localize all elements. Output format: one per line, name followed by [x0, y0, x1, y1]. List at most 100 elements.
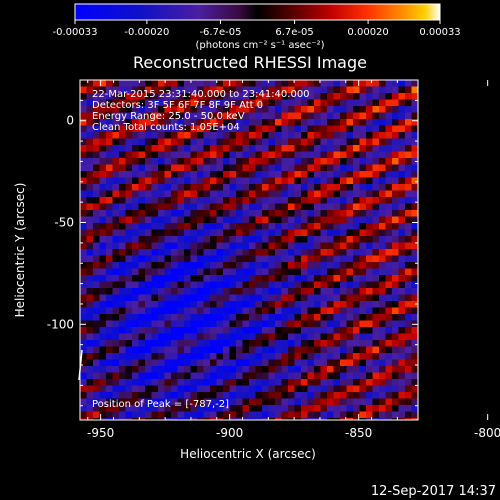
heatmap-cell — [405, 249, 412, 256]
heatmap-cell — [340, 314, 347, 321]
heatmap-cell — [359, 359, 367, 367]
heatmap-cell — [366, 255, 373, 263]
heatmap-cell — [119, 372, 126, 380]
heatmap-cell — [125, 411, 133, 419]
heatmap-cell — [288, 164, 295, 172]
heatmap-cell — [275, 359, 282, 367]
heatmap-cell — [216, 164, 224, 172]
heatmap-cell — [106, 125, 113, 133]
heatmap-cell — [171, 275, 178, 282]
heatmap-cell — [203, 372, 211, 380]
heatmap-cell — [80, 366, 87, 373]
heatmap-cell — [346, 125, 354, 133]
heatmap-cell — [177, 164, 185, 172]
heatmap-cell — [398, 405, 406, 412]
heatmap-cell — [392, 106, 399, 113]
heatmap-cell — [249, 138, 256, 146]
heatmap-cell — [411, 99, 418, 107]
heatmap-cell — [327, 86, 334, 94]
heatmap-cell — [359, 138, 367, 146]
heatmap-cell — [333, 229, 341, 237]
heatmap-cell — [106, 372, 113, 380]
heatmap-cell — [145, 314, 152, 321]
heatmap-cell — [203, 281, 211, 289]
heatmap-cell — [327, 379, 334, 386]
heatmap-cell — [119, 210, 126, 217]
heatmap-cell — [314, 268, 321, 276]
heatmap-cell — [151, 184, 159, 191]
heatmap-cell — [307, 359, 315, 367]
heatmap-cell — [151, 216, 159, 224]
heatmap-cell — [99, 229, 107, 237]
heatmap-cell — [99, 359, 107, 367]
heatmap-cell — [210, 255, 217, 263]
heatmap-cell — [288, 145, 295, 152]
heatmap-cell — [242, 93, 250, 100]
heatmap-cell — [132, 268, 139, 276]
heatmap-cell — [236, 301, 243, 308]
heatmap-cell — [99, 80, 107, 87]
heatmap-cell — [145, 203, 152, 211]
heatmap-cell — [177, 301, 185, 308]
heatmap-cell — [151, 346, 159, 354]
heatmap-cell — [398, 268, 406, 276]
heatmap-cell — [255, 93, 263, 100]
heatmap-cell — [190, 262, 198, 269]
heatmap-cell — [353, 203, 360, 211]
heatmap-cell — [125, 132, 133, 139]
heatmap-cell — [190, 177, 198, 185]
heatmap-cell — [86, 268, 94, 276]
heatmap-cell — [190, 405, 198, 412]
heatmap-cell — [366, 177, 373, 185]
heatmap-cell — [333, 359, 341, 367]
heatmap-cell — [411, 275, 418, 282]
heatmap-cell — [268, 255, 276, 263]
heatmap-cell — [372, 190, 380, 198]
heatmap-cell — [301, 151, 308, 159]
heatmap-cell — [275, 203, 282, 211]
heatmap-cell — [411, 112, 418, 120]
heatmap-cell — [145, 216, 152, 224]
heatmap-cell — [151, 125, 159, 133]
heatmap-cell — [314, 145, 321, 152]
heatmap-cell — [281, 106, 289, 113]
heatmap-cell — [366, 353, 373, 360]
heatmap-cell — [229, 262, 237, 269]
heatmap-cell — [145, 275, 152, 282]
heatmap-cell — [249, 366, 256, 373]
heatmap-cell — [145, 366, 152, 373]
heatmap-cell — [398, 190, 406, 198]
heatmap-cell — [301, 366, 308, 373]
heatmap-cell — [301, 340, 308, 347]
heatmap-cell — [138, 281, 146, 289]
heatmap-cell — [112, 359, 120, 367]
heatmap-cell — [229, 255, 237, 263]
heatmap-cell — [359, 119, 367, 126]
heatmap-cell — [177, 255, 185, 263]
heatmap-cell — [392, 229, 399, 237]
heatmap-cell — [366, 190, 373, 198]
heatmap-cell — [288, 112, 295, 120]
heatmap-cell — [171, 359, 178, 367]
heatmap-cell — [307, 119, 315, 126]
heatmap-cell — [132, 366, 139, 373]
heatmap-cell — [275, 411, 282, 419]
heatmap-cell — [359, 80, 367, 87]
heatmap-cell — [255, 119, 263, 126]
heatmap-cell — [379, 223, 386, 230]
heatmap-cell — [171, 151, 178, 159]
heatmap-cell — [158, 268, 165, 276]
heatmap-cell — [151, 288, 159, 295]
colorbar-tick-label: 0.00033 — [419, 27, 460, 38]
heatmap-cell — [190, 138, 198, 146]
heatmap-cell — [86, 177, 94, 185]
heatmap-cell — [229, 281, 237, 289]
heatmap-cell — [106, 255, 113, 263]
heatmap-cell — [268, 346, 276, 354]
heatmap-cell — [210, 392, 217, 399]
heatmap-cell — [106, 327, 113, 334]
heatmap-cell — [372, 138, 380, 146]
heatmap-cell — [197, 119, 204, 126]
heatmap-cell — [236, 398, 243, 406]
heatmap-cell — [281, 229, 289, 237]
